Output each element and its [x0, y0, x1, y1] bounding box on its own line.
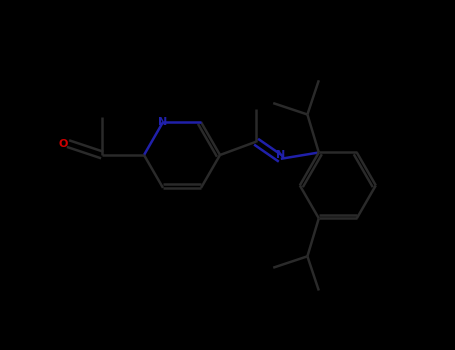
- Text: N: N: [276, 150, 285, 160]
- Text: O: O: [58, 139, 68, 149]
- Text: N: N: [158, 117, 167, 127]
